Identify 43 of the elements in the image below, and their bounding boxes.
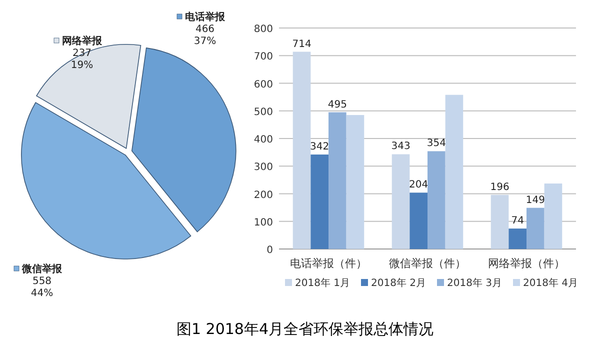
y-tick-label: 500 [254,106,273,118]
y-tick-label: 300 [254,162,273,174]
y-tick-label: 800 [254,24,273,35]
data-label: 714 [292,38,312,50]
data-label: 196 [490,182,510,193]
x-tick-label: 网络举报（件） [488,257,565,270]
y-tick-label: 400 [254,134,273,146]
x-tick-label: 微信举报（件） [389,257,466,270]
data-label: 354 [426,138,446,150]
y-tick-label: 200 [254,190,273,201]
data-label: 495 [328,99,347,110]
data-label: 204 [409,180,428,191]
bar [292,52,311,249]
bar [328,112,346,249]
legend-label: 2018年 2月 [371,277,426,289]
data-label: 466 37% [194,24,216,47]
bar [428,151,446,249]
bar [392,154,410,249]
bar [410,192,428,249]
y-tick-label: 700 [254,52,273,63]
data-label: 74 [511,216,524,227]
bar [445,94,464,249]
bar [346,115,364,249]
data-label: 343 [391,141,410,152]
bar [310,154,328,249]
legend-label: 网络举报 [62,35,103,47]
data-label: 342 [310,142,330,153]
bar [526,208,544,249]
legend-label: 2018年 1月 [295,277,350,289]
legend-label: 电话举报 [185,11,226,23]
data-label: 149 [526,194,545,206]
legend-label: 2018年 3月 [447,277,502,289]
bar [544,184,562,249]
data-label: 558 44% [30,276,54,299]
legend-label: 微信举报 [21,263,63,275]
x-tick-label: 电话举报（件） [290,257,367,270]
bar [490,194,509,249]
y-tick-label: 0 [266,245,273,256]
y-tick-label: 100 [254,217,273,228]
legend-label: 2018年 4月 [523,277,578,289]
bar [508,228,526,249]
caption: 图1 2018年4月全省环保举报总体情况 [176,320,434,338]
y-tick-label: 600 [254,79,273,90]
